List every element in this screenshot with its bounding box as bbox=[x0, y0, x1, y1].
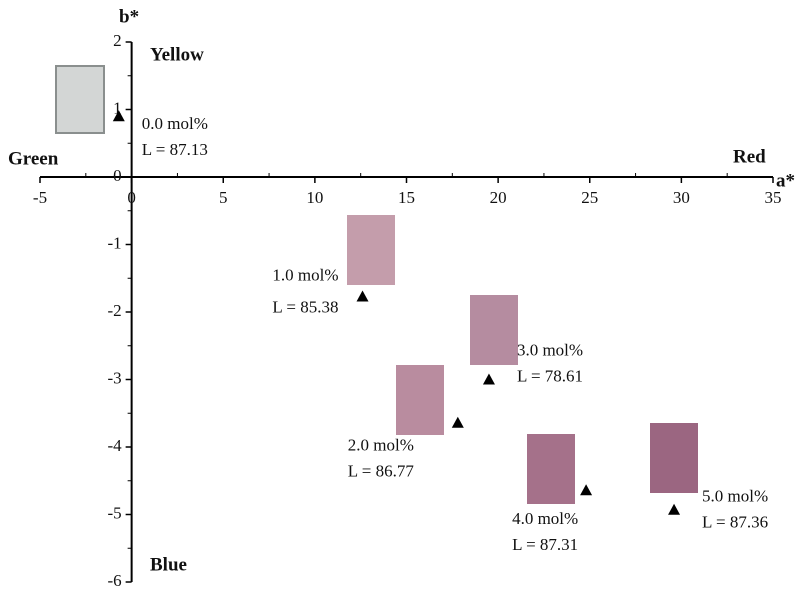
data-point bbox=[580, 484, 593, 496]
x-axis-label: a* bbox=[776, 170, 795, 191]
y-tick-label: 1 bbox=[113, 98, 122, 117]
y-tick-label: 0 bbox=[113, 166, 122, 185]
x-tick-label: 20 bbox=[490, 188, 507, 207]
y-tick-label: -6 bbox=[107, 571, 121, 589]
x-tick-label: 15 bbox=[398, 188, 415, 207]
point-label: 0.0 mol% bbox=[142, 114, 208, 133]
y-tick-label: -5 bbox=[107, 503, 121, 522]
annotation-left: Green bbox=[8, 148, 59, 169]
data-point bbox=[482, 373, 495, 385]
x-tick-label: 30 bbox=[673, 188, 690, 207]
point-label: 5.0 mol% bbox=[702, 487, 768, 506]
x-tick-label: -5 bbox=[33, 188, 47, 207]
sample-swatch bbox=[396, 365, 444, 435]
y-tick-label: -2 bbox=[107, 301, 121, 320]
annotation-bottom: Blue bbox=[150, 554, 187, 575]
point-sublabel: L = 85.38 bbox=[272, 297, 338, 316]
x-tick-label: 0 bbox=[127, 188, 136, 207]
annotation-top: Yellow bbox=[150, 44, 204, 65]
point-label: 2.0 mol% bbox=[348, 436, 414, 455]
sample-swatch bbox=[650, 423, 698, 493]
x-tick-label: 35 bbox=[765, 188, 782, 207]
data-point bbox=[112, 110, 125, 122]
sample-swatch bbox=[55, 65, 105, 134]
x-tick-label: 10 bbox=[306, 188, 323, 207]
point-sublabel: L = 87.31 bbox=[512, 535, 578, 554]
y-axis-label: b* bbox=[119, 6, 139, 27]
data-point bbox=[668, 503, 681, 515]
x-tick-label: 25 bbox=[581, 188, 598, 207]
x-tick-label: 5 bbox=[219, 188, 228, 207]
point-label: 3.0 mol% bbox=[517, 340, 583, 359]
sample-swatch bbox=[470, 295, 518, 365]
annotation-right: Red bbox=[733, 146, 766, 167]
data-point bbox=[451, 416, 464, 428]
y-tick-label: -3 bbox=[107, 368, 121, 387]
point-label: 4.0 mol% bbox=[512, 509, 578, 528]
point-sublabel: L = 87.13 bbox=[142, 140, 208, 159]
y-tick-label: -4 bbox=[107, 436, 122, 455]
point-label: 1.0 mol% bbox=[272, 265, 338, 284]
point-sublabel: L = 87.36 bbox=[702, 513, 768, 532]
y-tick-label: -1 bbox=[107, 233, 121, 252]
y-tick-label: 2 bbox=[113, 31, 122, 50]
point-sublabel: L = 78.61 bbox=[517, 366, 583, 385]
sample-swatch bbox=[527, 434, 575, 504]
sample-swatch bbox=[347, 215, 395, 285]
data-point bbox=[356, 290, 369, 302]
point-sublabel: L = 86.77 bbox=[348, 462, 415, 481]
